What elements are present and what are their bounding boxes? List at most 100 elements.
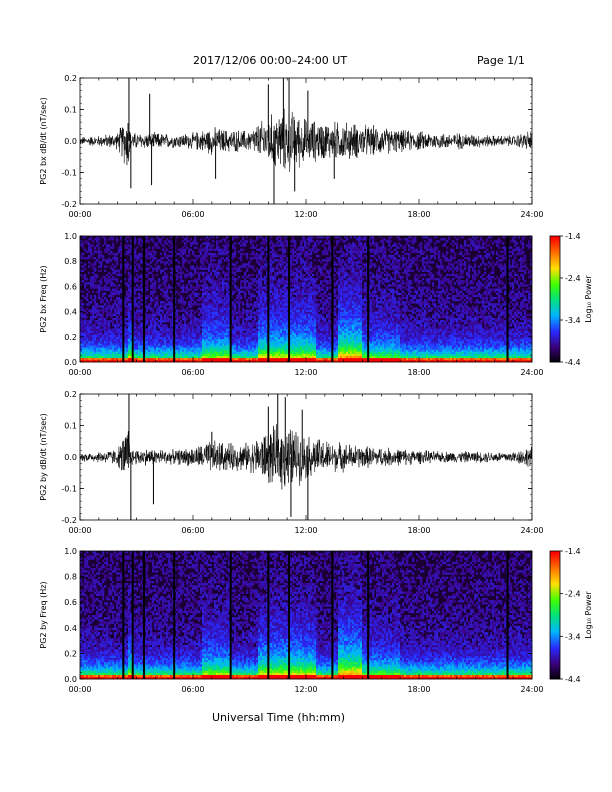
spectrogram-cell xyxy=(118,337,120,339)
spectrogram-cell xyxy=(124,343,126,345)
spectrogram-cell xyxy=(154,335,156,337)
spectrogram-cell xyxy=(156,314,158,316)
spectrogram-cell xyxy=(148,263,150,265)
spectrogram-cell xyxy=(112,295,114,297)
spectrogram-cell xyxy=(170,335,172,337)
spectrogram-cell xyxy=(166,249,168,251)
spectrogram-cell xyxy=(176,310,178,312)
spectrogram-cell xyxy=(110,343,112,345)
spectrogram-cell xyxy=(136,328,138,330)
spectrogram-cell xyxy=(184,347,186,349)
spectrogram-cell xyxy=(140,339,142,341)
spectrogram-cell xyxy=(148,335,150,337)
spectrogram-cell xyxy=(178,337,180,339)
spectrogram-cell xyxy=(98,265,100,267)
spectrogram-cell xyxy=(124,337,126,339)
spectrogram-cell xyxy=(156,299,158,301)
spectrogram-cell xyxy=(134,349,136,351)
spectrogram-cell xyxy=(176,337,178,339)
spectrogram-cell xyxy=(166,331,168,333)
spectrogram-cell xyxy=(158,310,160,312)
spectrogram-cell xyxy=(160,238,162,240)
spectrogram-cell xyxy=(182,247,184,249)
spectrogram-cell xyxy=(154,356,156,358)
spectrogram-cell xyxy=(158,356,160,358)
spectrogram-cell xyxy=(120,253,122,255)
spectrogram-cell xyxy=(162,301,164,303)
spectrogram-cell xyxy=(166,318,168,320)
spectrogram-cell xyxy=(106,249,108,251)
spectrogram-cell xyxy=(156,333,158,335)
spectrogram-cell xyxy=(180,251,182,253)
spectrogram-cell xyxy=(162,341,164,343)
spectrogram-cell xyxy=(110,347,112,349)
spectrogram-cell xyxy=(156,324,158,326)
spectrogram-cell xyxy=(94,328,96,330)
spectrogram-cell xyxy=(152,255,154,257)
spectrogram-cell xyxy=(124,272,126,274)
spectrogram-cell xyxy=(104,310,106,312)
spectrogram-cell xyxy=(126,310,128,312)
spectrogram-cell xyxy=(106,343,108,345)
spectrogram-cell xyxy=(104,354,106,356)
spectrogram-cell xyxy=(160,316,162,318)
spectrogram-cell xyxy=(102,347,104,349)
spectrogram-cell xyxy=(128,307,130,309)
spectrogram-cell xyxy=(182,301,184,303)
spectrogram-cell xyxy=(162,354,164,356)
spectrogram-cell xyxy=(180,299,182,301)
spectrogram-cell xyxy=(134,354,136,356)
spectrogram-cell xyxy=(178,261,180,263)
spectrogram-cell xyxy=(166,328,168,330)
spectrogram-cell xyxy=(112,328,114,330)
spectrogram-cell xyxy=(90,343,92,345)
spectrogram-cell xyxy=(118,328,120,330)
spectrogram-cell xyxy=(110,253,112,255)
spectrogram-cell xyxy=(150,299,152,301)
spectrogram-cell xyxy=(184,352,186,354)
spectrogram-cell xyxy=(140,331,142,333)
spectrogram-cell xyxy=(98,286,100,288)
spectrogram-cell xyxy=(128,324,130,326)
spectrogram-cell xyxy=(116,349,118,351)
spectrogram-cell xyxy=(88,333,90,335)
spectrogram-cell xyxy=(96,345,98,347)
spectrogram-cell xyxy=(152,274,154,276)
spectrogram-cell xyxy=(90,280,92,282)
spectrogram-cell xyxy=(124,265,126,267)
spectrogram-cell xyxy=(124,310,126,312)
spectrogram-cell xyxy=(90,251,92,253)
spectrogram-cell xyxy=(98,345,100,347)
spectrogram-cell xyxy=(134,305,136,307)
spectrogram-cell xyxy=(180,291,182,293)
spectrogram-cell xyxy=(114,291,116,293)
spectrogram-cell xyxy=(138,305,140,307)
spectrogram-cell xyxy=(150,303,152,305)
spectrogram-cell xyxy=(160,253,162,255)
spectrogram-cell xyxy=(94,268,96,270)
spectrogram-cell xyxy=(150,310,152,312)
spectrogram-cell xyxy=(156,312,158,314)
spectrogram-cell xyxy=(182,349,184,351)
spectrogram-cell xyxy=(126,349,128,351)
spectrogram-cell xyxy=(106,316,108,318)
spectrogram-cell xyxy=(180,341,182,343)
spectrogram-cell xyxy=(184,259,186,261)
spectrogram-cell xyxy=(184,339,186,341)
spectrogram-cell xyxy=(102,352,104,354)
spectrogram-cell xyxy=(98,352,100,354)
spectrogram-cell xyxy=(94,349,96,351)
spectrogram-cell xyxy=(102,305,104,307)
spectrogram-cell xyxy=(184,331,186,333)
spectrogram-cell xyxy=(164,251,166,253)
spectrogram-cell xyxy=(166,320,168,322)
spectrogram-cell xyxy=(90,278,92,280)
spectrogram-cell xyxy=(182,337,184,339)
spectrogram-cell xyxy=(98,343,100,345)
spectrogram-cell xyxy=(152,337,154,339)
spectrogram-cell xyxy=(92,305,94,307)
spectrogram-cell xyxy=(100,270,102,272)
spectrogram-cell xyxy=(170,272,172,274)
spectrogram-cell xyxy=(134,280,136,282)
spectrogram-cell xyxy=(114,337,116,339)
